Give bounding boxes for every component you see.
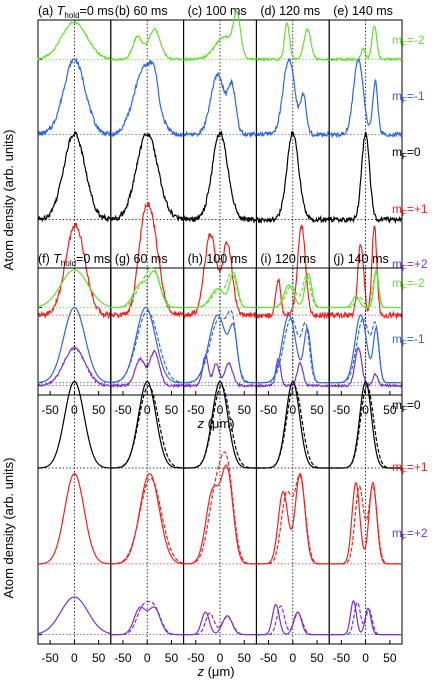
series-dashed-mF=+2 — [256, 606, 329, 635]
series-mF=+1 — [256, 474, 329, 564]
panel-title: (e) 140 ms — [333, 4, 393, 18]
series-mF=-2 — [184, 11, 257, 60]
series-mF=0 — [38, 131, 111, 220]
x-tick-label: 50 — [92, 403, 106, 417]
x-tick-label: 50 — [310, 403, 324, 417]
series-mF=+2 — [256, 605, 329, 635]
panel-b: -50 0 50 (b) 60 ms — [111, 4, 184, 417]
panel-title: (d) 120 ms — [260, 4, 320, 18]
series-mF=-2 — [184, 272, 257, 307]
legend-label-mF=+1: mF=+1 — [392, 460, 428, 476]
x-tick-label: 0 — [289, 651, 296, 665]
series-mF=0 — [256, 131, 329, 222]
panel-title: (f) Thold=0 ms — [38, 252, 110, 268]
x-tick-label: 50 — [238, 403, 252, 417]
x-axis-label-bottom: z (μm) — [196, 664, 234, 679]
x-tick-label: 0 — [217, 651, 224, 665]
x-tick-label: -50 — [260, 403, 278, 417]
legend-label-mF=-2: mF=-2 — [392, 33, 425, 49]
x-tick-label: -50 — [187, 403, 205, 417]
x-tick-label: -50 — [260, 651, 278, 665]
x-tick-label: 50 — [310, 651, 324, 665]
x-tick-label: -50 — [333, 651, 351, 665]
x-tick-label: -50 — [41, 403, 59, 417]
panel-a: -50 0 50 (a) Thold=0 ms — [38, 4, 114, 417]
panel-title: (b) 60 ms — [115, 4, 168, 18]
x-tick-label: 50 — [165, 651, 179, 665]
series-mF=+2 — [111, 607, 184, 635]
x-tick-label: -50 — [187, 651, 205, 665]
x-tick-label: 50 — [383, 651, 397, 665]
x-tick-label: 50 — [165, 403, 179, 417]
x-tick-label: 50 — [238, 651, 252, 665]
legend-label-mF=-2: mF=-2 — [392, 276, 425, 292]
x-tick-label: 0 — [144, 651, 151, 665]
legend-label-mF=0: mF=0 — [392, 398, 421, 414]
legend-label-mF=+1: mF=+1 — [392, 202, 428, 218]
legend-label-mF=0: mF=0 — [392, 145, 421, 161]
series-mF=+1 — [111, 474, 184, 564]
panel-title: (i) 120 ms — [260, 252, 316, 266]
chart-group-simulated: -50 0 50(f) Thold=0 ms-50 0 50(g) 60 ms-50 0 5… — [38, 252, 428, 665]
x-tick-label: -50 — [333, 403, 351, 417]
series-mF=+1 — [38, 474, 111, 564]
x-tick-label: 0 — [362, 651, 369, 665]
legend-label-mF=-1: mF=-1 — [392, 332, 425, 348]
x-tick-label: -50 — [114, 403, 132, 417]
series-dashed-mF=+2 — [184, 613, 257, 635]
x-tick-label: 0 — [71, 651, 78, 665]
panel-title: (h) 100 ms — [188, 252, 248, 266]
series-dashed-mF=+1 — [256, 475, 329, 564]
panel-c: -50 0 50 (c) 100 ms — [184, 4, 257, 417]
legend-label-mF=-1: mF=-1 — [392, 89, 425, 105]
y-axis-label-bottom: Atom density (arb. units) — [1, 458, 16, 599]
legend-label-mF=+2: mF=+2 — [392, 526, 428, 542]
panel-title: (a) Thold=0 ms — [38, 4, 114, 20]
x-tick-label: -50 — [114, 651, 132, 665]
panel-d: -50 0 50 (d) 120 ms — [256, 4, 329, 417]
x-tick-label: -50 — [41, 651, 59, 665]
series-mF=0 — [184, 132, 257, 222]
panel-j: -50 0 50 (j) 140 ms — [329, 252, 402, 665]
y-axis-label-top: Atom density (arb. units) — [1, 130, 16, 271]
panel-title: (j) 140 ms — [333, 252, 389, 266]
panel-title: (g) 60 ms — [115, 252, 168, 266]
x-tick-label: 50 — [92, 651, 106, 665]
legend-label-mF=+2: mF=+2 — [392, 257, 428, 273]
